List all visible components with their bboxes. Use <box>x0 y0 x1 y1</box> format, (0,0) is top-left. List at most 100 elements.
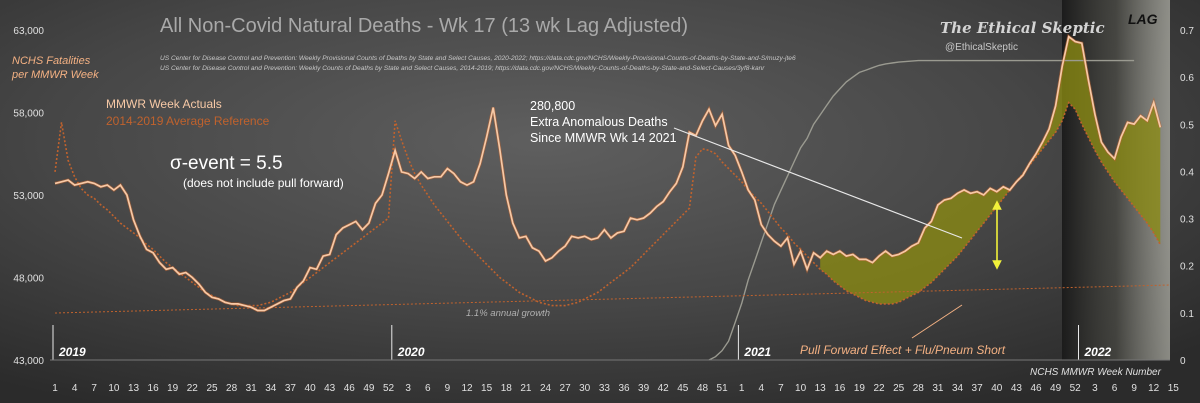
x-tick-label: 19 <box>854 383 866 394</box>
x-tick-label: 9 <box>445 383 451 394</box>
x-tick-label: 13 <box>815 383 827 394</box>
x-tick-label: 1 <box>52 383 58 394</box>
x-tick-label: 9 <box>1131 383 1137 394</box>
sigma-event-note: (does not include pull forward) <box>183 176 344 190</box>
y2-tick-label: 0 <box>1180 356 1186 367</box>
x-tick-label: 3 <box>1092 383 1098 394</box>
x-tick-label: 3 <box>405 383 411 394</box>
y-tick-label: 48,000 <box>13 274 44 285</box>
x-tick-label: 34 <box>952 383 964 394</box>
x-tick-label: 34 <box>265 383 277 394</box>
y-tick-label: 63,000 <box>13 26 44 37</box>
x-tick-label: 43 <box>324 383 336 394</box>
x-tick-label: 25 <box>206 383 218 394</box>
year-dividers <box>52 325 1079 360</box>
growth-line-layer <box>54 284 1171 314</box>
x-tick-label: 51 <box>717 383 729 394</box>
x-tick-label: 31 <box>246 383 258 394</box>
x-tick-label: 37 <box>285 383 297 394</box>
legend-actuals: MMWR Week Actuals <box>106 97 222 111</box>
x-tick-label: 49 <box>363 383 375 394</box>
x-tick-label: 28 <box>913 383 925 394</box>
x-tick-label: 7 <box>91 383 97 394</box>
x-tick-label: 15 <box>1168 383 1180 394</box>
x-tick-label: 12 <box>1148 383 1160 394</box>
anomalous-line-1: Extra Anomalous Deaths <box>530 115 668 129</box>
x-tick-label: 4 <box>72 383 78 394</box>
y2-tick-label: 0.5 <box>1180 120 1194 131</box>
x-tick-label: 10 <box>108 383 120 394</box>
x-tick-label: 40 <box>305 383 317 394</box>
y-axis-label-line-1: NCHS Fatalities <box>12 55 91 67</box>
growth-trend-line <box>54 284 1171 314</box>
x-tick-label: 12 <box>461 383 473 394</box>
x-tick-label: 21 <box>520 383 532 394</box>
x-tick-label: 18 <box>501 383 513 394</box>
x-tick-label: 42 <box>658 383 670 394</box>
y-axis-ticks: 63,000 58,000 53,000 48,000 43,000 <box>13 26 44 367</box>
source-line-1: US Center for Disease Control and Preven… <box>160 55 796 62</box>
x-tick-label: 43 <box>1011 383 1023 394</box>
y-tick-label: 53,000 <box>13 191 44 202</box>
growth-label: 1.1% annual growth <box>466 308 550 319</box>
x-tick-label: 46 <box>1030 383 1042 394</box>
x-tick-label: 16 <box>148 383 160 394</box>
average-reference-layer <box>54 101 1161 307</box>
brand-handle: @EthicalSkeptic <box>945 42 1018 53</box>
x-tick-label: 46 <box>344 383 356 394</box>
x-tick-label: 15 <box>481 383 493 394</box>
y2-axis-ticks: 0.7 0.6 0.5 0.4 0.3 0.2 0.1 0 <box>1180 26 1194 367</box>
x-tick-label: 25 <box>893 383 905 394</box>
y-axis-label-line-2: per MMWR Week <box>11 69 99 81</box>
actuals-line <box>54 35 1162 312</box>
year-label: 2020 <box>397 345 425 359</box>
x-tick-label: 45 <box>677 383 689 394</box>
x-tick-label: 19 <box>167 383 179 394</box>
pull-forward-label: Pull Forward Effect + Flu/Pneum Short <box>800 343 1006 357</box>
x-tick-label: 27 <box>560 383 572 394</box>
x-tick-label: 31 <box>932 383 944 394</box>
year-label: 2022 <box>1084 345 1112 359</box>
x-tick-label: 13 <box>128 383 140 394</box>
x-axis-label: NCHS MMWR Week Number <box>1030 367 1162 378</box>
source-line-2: US Center for Disease Control and Preven… <box>160 65 765 72</box>
y2-tick-label: 0.3 <box>1180 215 1194 226</box>
x-tick-label: 24 <box>540 383 552 394</box>
x-tick-label: 6 <box>425 383 431 394</box>
x-tick-label: 52 <box>1070 383 1082 394</box>
x-tick-label: 49 <box>1050 383 1062 394</box>
x-tick-label: 36 <box>618 383 630 394</box>
y2-tick-label: 0.6 <box>1180 73 1194 84</box>
actuals-layer <box>54 33 1162 313</box>
x-tick-label: 10 <box>795 383 807 394</box>
x-tick-label: 28 <box>226 383 238 394</box>
anomalous-line-2: Since MMWR Wk 14 2021 <box>530 131 677 145</box>
x-tick-label: 7 <box>778 383 784 394</box>
lag-label: LAG <box>1128 11 1158 27</box>
year-labels: 2019 2020 2021 2022 <box>58 345 1112 359</box>
excess-deaths-area <box>820 36 1161 304</box>
year-label: 2021 <box>743 345 771 359</box>
x-tick-label: 48 <box>697 383 709 394</box>
x-tick-label: 1 <box>739 383 745 394</box>
x-tick-label: 22 <box>187 383 199 394</box>
chart-title: All Non-Covid Natural Deaths - Wk 17 (13… <box>160 15 688 37</box>
legend-average: 2014-2019 Average Reference <box>106 114 270 128</box>
y-tick-label: 58,000 <box>13 109 44 120</box>
x-tick-label: 30 <box>579 383 591 394</box>
excess-area-layer <box>820 36 1161 304</box>
x-tick-label: 4 <box>759 383 765 394</box>
x-tick-label: 52 <box>383 383 395 394</box>
y-tick-label: 43,000 <box>13 356 44 367</box>
x-tick-label: 40 <box>991 383 1003 394</box>
y2-tick-label: 0.7 <box>1180 26 1194 37</box>
sigma-event-label: σ-event = 5.5 <box>170 153 283 174</box>
average-reference-line <box>54 101 1161 307</box>
y2-tick-label: 0.2 <box>1180 262 1194 273</box>
x-tick-label: 6 <box>1112 383 1118 394</box>
x-axis-ticks: 1 4 7 10 13 16 19 22 25 28 31 34 37 40 43 46 49 52 3 6 9 12 15… <box>52 383 1179 394</box>
x-tick-label: 33 <box>599 383 611 394</box>
x-tick-label: 16 <box>834 383 846 394</box>
x-tick-label: 22 <box>873 383 885 394</box>
